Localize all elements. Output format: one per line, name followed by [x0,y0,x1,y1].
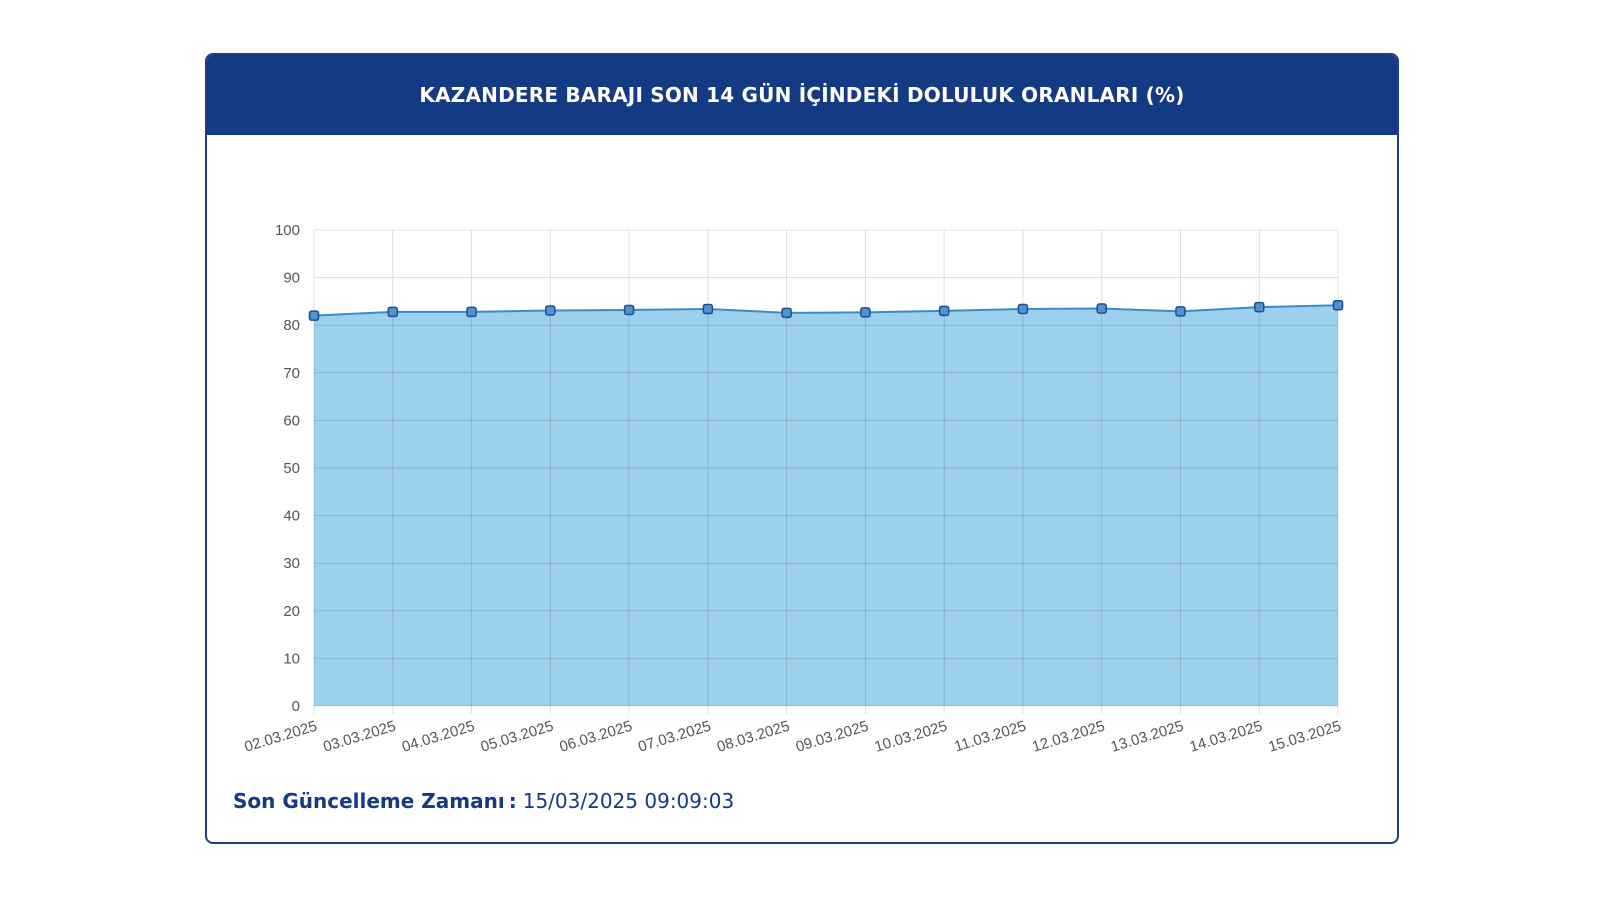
data-point [781,307,792,319]
y-tick-label: 70 [283,365,300,382]
last-update: Son Güncelleme Zamanı:15/03/2025 09:09:0… [233,789,734,813]
x-tick-label: 10.03.2025 [873,718,950,756]
y-tick-label: 10 [283,650,300,667]
data-point [860,307,871,318]
y-tick-label: 100 [275,222,300,239]
data-point [623,304,635,316]
y-tick-label: 60 [283,412,300,429]
data-point [938,305,950,317]
data-point [1096,303,1107,314]
data-point [545,305,556,316]
area-fill [314,305,1338,706]
last-update-label: Son Güncelleme Zamanı [233,789,505,813]
fill-rate-area-chart: 0 10 20 30 40 50 60 70 80 90 100 02.03.2025 03.03.20… [242,222,1344,756]
data-point [1253,301,1265,313]
data-point [1332,299,1344,311]
series-line [313,304,1339,317]
y-tick-label: 20 [283,603,300,620]
x-tick-label: 05.03.2025 [479,718,556,756]
x-tick-label: 15.03.2025 [1266,718,1343,756]
x-tick-label: 04.03.2025 [400,718,477,756]
data-point [1017,303,1029,315]
x-tick-label: 03.03.2025 [321,718,398,756]
x-tick-label: 09.03.2025 [794,718,871,756]
x-tick-label: 12.03.2025 [1030,718,1107,756]
y-tick-label: 40 [283,508,300,525]
x-tick-label: 11.03.2025 [952,718,1028,756]
x-tick-label: 14.03.2025 [1188,718,1265,756]
y-tick-label: 30 [283,555,300,572]
x-tick-label: 06.03.2025 [557,718,634,756]
last-update-separator: : [508,789,517,813]
x-tick-label: 07.03.2025 [636,718,713,756]
chart-title: KAZANDERE BARAJI SON 14 GÜN İÇİNDEKİ DOL… [419,83,1185,107]
data-point [1175,306,1186,317]
x-tick-label: 02.03.2025 [242,718,319,756]
y-tick-label: 80 [283,317,300,334]
y-tick-label: 50 [283,460,300,477]
data-point [387,306,399,318]
data-point [308,310,320,321]
data-point [702,303,714,315]
last-update-value: 15/03/2025 09:09:03 [522,789,735,813]
chart-card: KAZANDERE BARAJI SON 14 GÜN İÇİNDEKİ DOL… [205,53,1399,844]
card-header: KAZANDERE BARAJI SON 14 GÜN İÇİNDEKİ DOL… [207,55,1397,135]
x-tick-label: 13.03.2025 [1109,718,1186,756]
chart-area: 0 10 20 30 40 50 60 70 80 90 100 02.03.2025 03.03.20… [207,135,1397,775]
y-tick-label: 90 [283,270,300,287]
y-tick-label: 0 [292,698,300,715]
x-tick-label: 08.03.2025 [715,718,792,756]
data-point [466,306,477,318]
